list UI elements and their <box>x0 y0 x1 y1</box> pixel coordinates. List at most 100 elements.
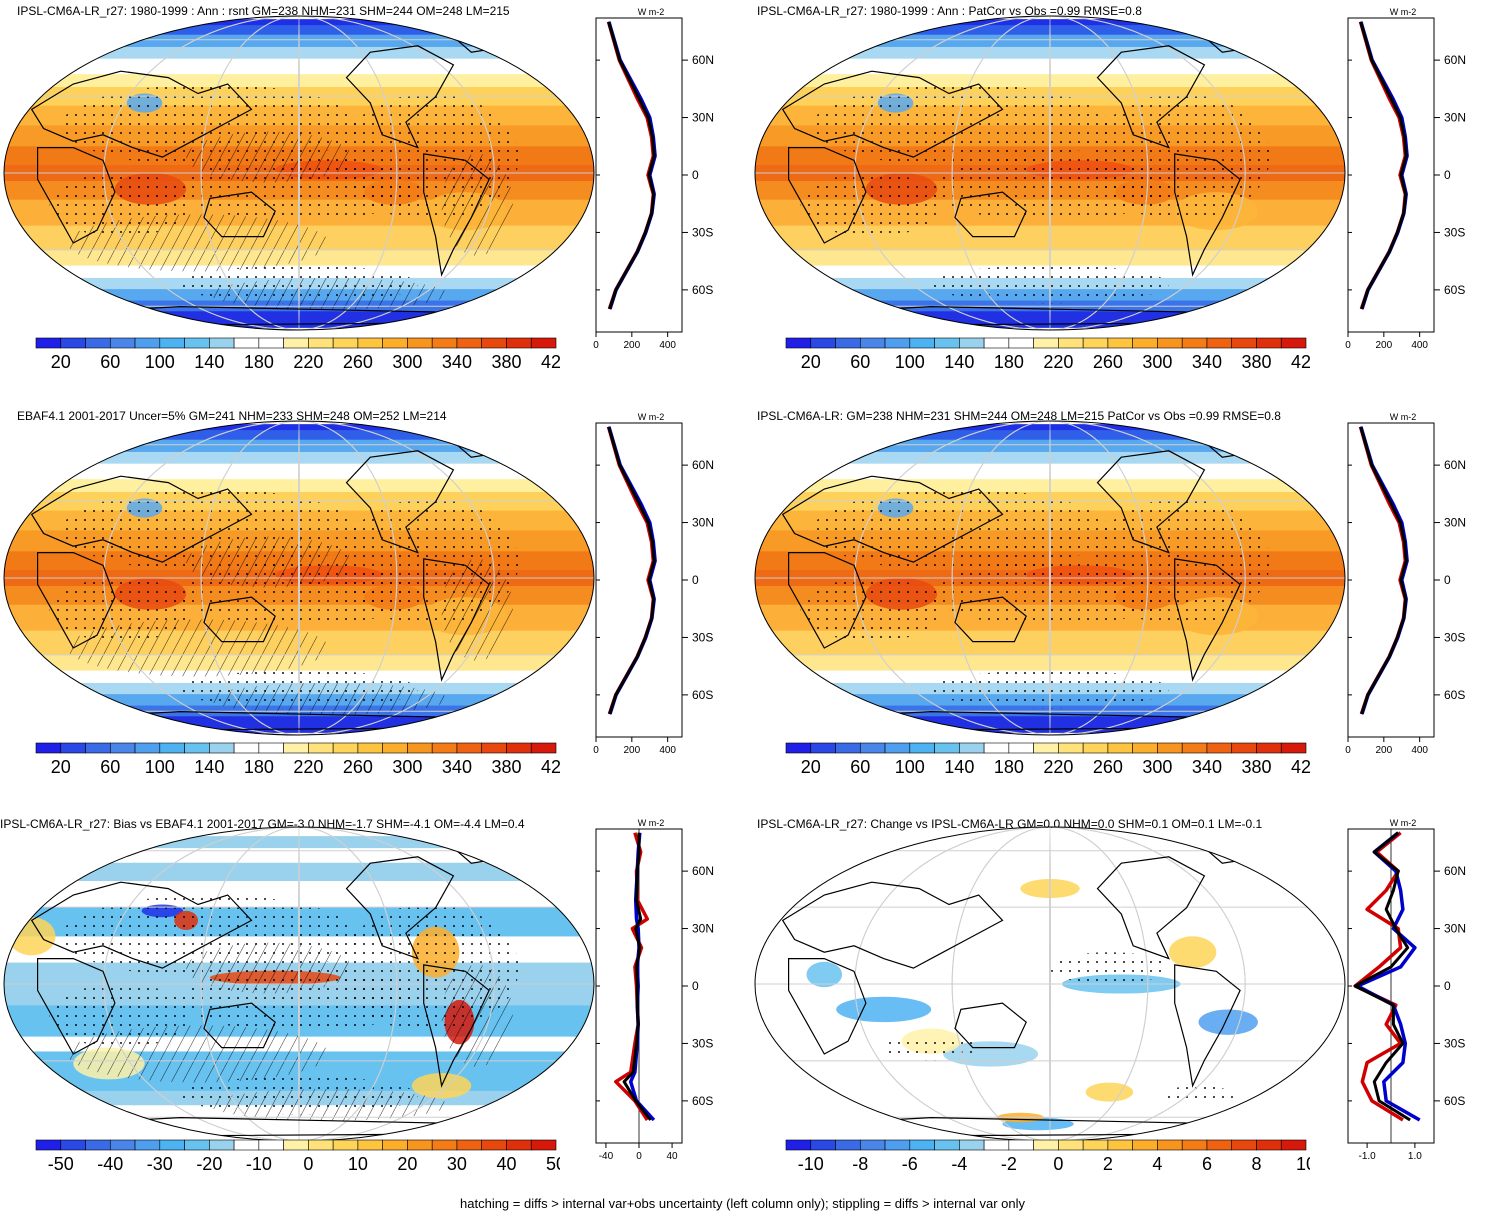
lat-tick-label: 60S <box>1444 688 1465 702</box>
colorbar-label: 0 <box>1053 1154 1063 1174</box>
colorbar-swatch <box>1132 742 1158 754</box>
colorbar-swatch <box>308 742 334 754</box>
colorbar-swatch <box>134 742 161 754</box>
panel-2: IPSL-CM6A-LR_r27: 1980-1999 : Ann : PatC… <box>750 0 1485 400</box>
colorbar-swatch <box>1280 337 1307 349</box>
map-plot <box>754 15 1346 331</box>
colorbar-swatch <box>456 337 483 349</box>
colorbar-swatch <box>1082 742 1109 754</box>
zonal-mean-plot: W m-2 60N 30N 0 30S 60S 0 200 400 <box>1345 412 1466 755</box>
colorbar-swatch <box>283 1139 309 1151</box>
colorbar-swatch <box>1206 1139 1233 1151</box>
zonal-series-line <box>1359 426 1408 715</box>
colorbar-swatch <box>209 1139 235 1151</box>
colorbar-swatch <box>134 1139 161 1151</box>
zonal-series-line <box>607 21 656 310</box>
colorbar-swatch <box>85 337 111 349</box>
colorbar-swatch <box>1256 337 1282 349</box>
colorbar-swatch <box>506 337 532 349</box>
x-tick-label: 0 <box>593 340 599 350</box>
x-tick-label: 200 <box>1375 745 1392 755</box>
colorbar-swatch <box>909 1139 935 1151</box>
colorbar-label: 260 <box>1093 757 1123 777</box>
colorbar-swatch <box>184 1139 210 1151</box>
colorbar-swatch <box>233 1139 260 1151</box>
colorbar-swatch <box>431 742 458 754</box>
colorbar-swatch <box>456 742 483 754</box>
zonal-series-line <box>1359 426 1409 715</box>
colorbar-swatch <box>506 742 532 754</box>
colorbar: -10 -8 -6 -4 -2 0 2 4 6 8 10 <box>785 1139 1310 1174</box>
colorbar-swatch <box>258 742 284 754</box>
colorbar-swatch <box>209 337 235 349</box>
zonal-series-line <box>1359 21 1408 310</box>
lat-tick-label: 60N <box>692 53 714 67</box>
colorbar-label: 140 <box>944 757 974 777</box>
colorbar-label: 420 <box>541 757 560 777</box>
colorbar-swatch <box>1157 1139 1183 1151</box>
x-tick-label: 200 <box>1375 340 1392 350</box>
colorbar-swatch <box>184 337 210 349</box>
colorbar-label: 6 <box>1202 1154 1212 1174</box>
colorbar-swatch <box>481 1139 507 1151</box>
lat-tick-label: 30N <box>692 111 714 125</box>
colorbar-swatch <box>184 742 210 754</box>
colorbar-swatch <box>109 1139 136 1151</box>
colorbar-swatch <box>1157 337 1183 349</box>
colorbar-label: 340 <box>442 757 472 777</box>
panel-5: IPSL-CM6A-LR_r27: Bias vs EBAF4.1 2001-2… <box>0 811 740 1211</box>
colorbar-swatch <box>1280 1139 1307 1151</box>
map-plot <box>3 15 595 331</box>
lat-tick-label: 60S <box>1444 1094 1465 1108</box>
colorbar-label: 60 <box>100 757 120 777</box>
colorbar-label: 260 <box>343 352 373 372</box>
colorbar-swatch <box>1058 742 1084 754</box>
map-plot <box>3 420 595 736</box>
lat-tick-label: 60S <box>692 688 713 702</box>
colorbar-label: 220 <box>1043 352 1073 372</box>
colorbar-swatch <box>959 742 985 754</box>
colorbar-swatch <box>407 742 433 754</box>
colorbar-swatch <box>481 742 507 754</box>
colorbar-label: 30 <box>447 1154 467 1174</box>
colorbar-swatch <box>785 337 812 349</box>
colorbar-swatch <box>1033 337 1059 349</box>
colorbar-label: 340 <box>1192 757 1222 777</box>
colorbar-swatch <box>835 337 861 349</box>
colorbar-swatch <box>109 742 136 754</box>
colorbar-swatch <box>983 337 1010 349</box>
zonal-series-line <box>622 832 652 1121</box>
colorbar-label: -50 <box>48 1154 74 1174</box>
colorbar-label: 180 <box>244 352 274 372</box>
colorbar-swatch <box>810 1139 836 1151</box>
colorbar-swatch <box>35 742 62 754</box>
colorbar-swatch <box>357 742 383 754</box>
x-tick-label: 200 <box>623 340 640 350</box>
colorbar-swatch <box>959 1139 985 1151</box>
colorbar-label: -20 <box>196 1154 222 1174</box>
colorbar-swatch <box>909 742 935 754</box>
panel-6: IPSL-CM6A-LR_r27: Change vs IPSL-CM6A-LR… <box>750 811 1485 1211</box>
zonal-unit-label: W m-2 <box>638 7 665 17</box>
colorbar-swatch <box>35 1139 62 1151</box>
colorbar-swatch <box>859 742 886 754</box>
zonal-unit-label: W m-2 <box>638 412 665 422</box>
colorbar-label: 100 <box>895 757 925 777</box>
colorbar-swatch <box>332 337 359 349</box>
panel-3: EBAF4.1 2001-2017 Uncer=5% GM=241 NHM=23… <box>0 405 740 805</box>
colorbar-label: 8 <box>1251 1154 1261 1174</box>
colorbar-label: 420 <box>1291 757 1310 777</box>
lat-tick-label: 0 <box>692 573 699 587</box>
lat-tick-label: 60N <box>692 864 714 878</box>
colorbar: 20 60 100 140 180 220 260 300 340 380 420 <box>785 337 1310 372</box>
colorbar-label: 20 <box>397 1154 417 1174</box>
colorbar-swatch <box>1181 742 1208 754</box>
colorbar: 20 60 100 140 180 220 260 300 340 380 420 <box>785 742 1310 777</box>
colorbar-label: 220 <box>293 352 323 372</box>
colorbar-swatch <box>85 742 111 754</box>
lat-tick-label: 30S <box>692 630 713 644</box>
lat-tick-label: 60S <box>692 283 713 297</box>
lat-tick-label: 30S <box>1444 225 1465 239</box>
colorbar-swatch <box>481 337 507 349</box>
colorbar-label: 300 <box>1142 352 1172 372</box>
